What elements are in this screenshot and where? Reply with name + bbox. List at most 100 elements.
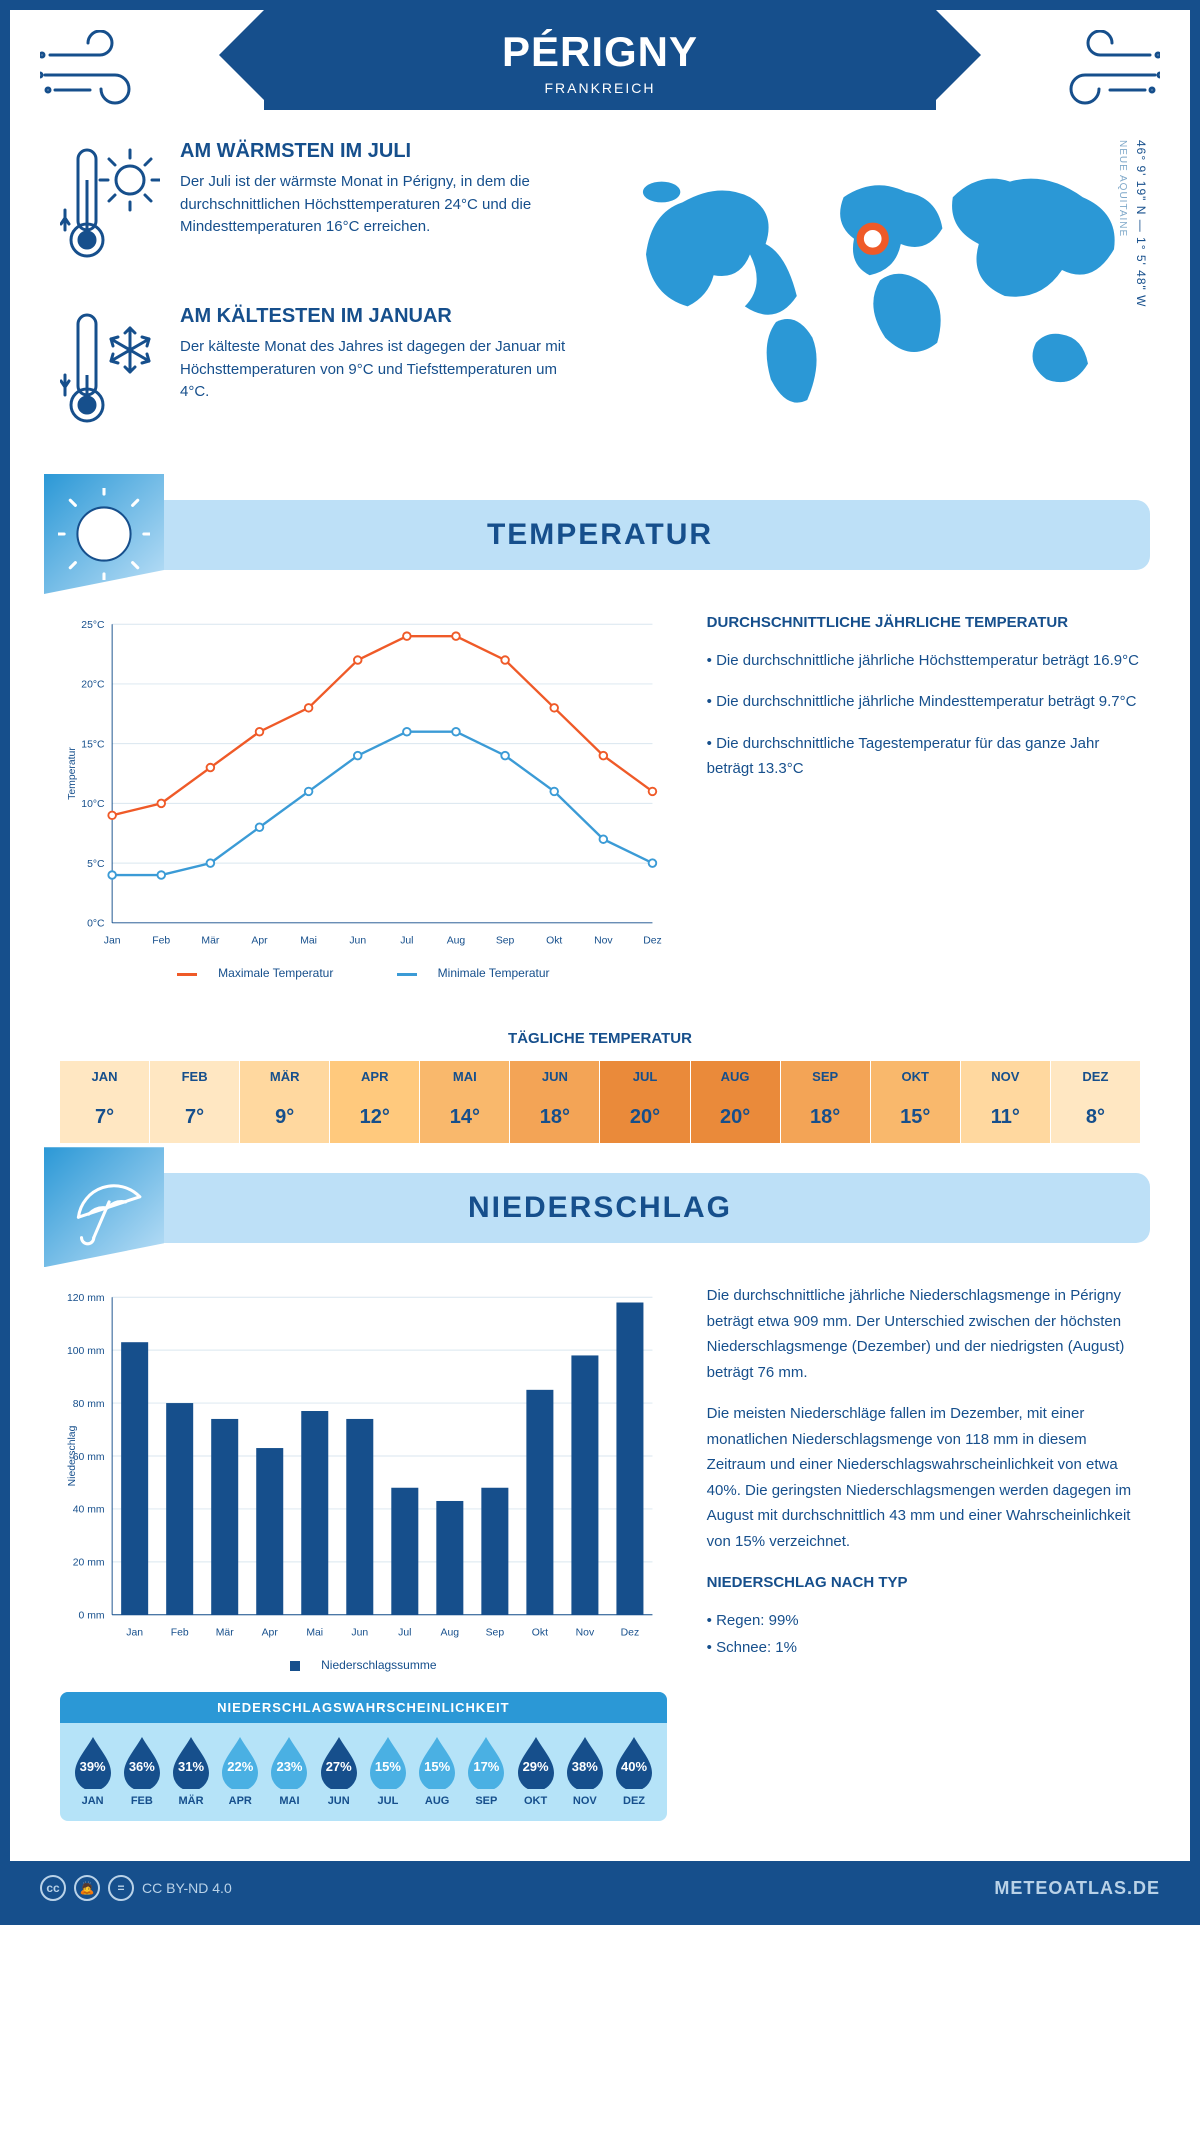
temperature-text-title: DURCHSCHNITTLICHE JÄHRLICHE TEMPERATUR (707, 610, 1140, 636)
svg-text:Mai: Mai (306, 1628, 323, 1639)
svg-text:Jun: Jun (349, 936, 366, 947)
precip-chart-legend: Niederschlagssumme (60, 1658, 667, 1672)
svg-text:Sep: Sep (496, 936, 515, 947)
title-banner: PÉRIGNY FRANKREICH (264, 10, 936, 110)
svg-text:Aug: Aug (447, 936, 466, 947)
svg-text:Mär: Mär (201, 936, 219, 947)
precip-prob-title: NIEDERSCHLAGSWAHRSCHEINLICHKEIT (60, 1692, 667, 1723)
svg-text:Apr: Apr (251, 936, 268, 947)
daily-temp-cell: JUL20° (600, 1061, 690, 1143)
daily-temp-cell: MAI14° (420, 1061, 510, 1143)
precip-type-title: NIEDERSCHLAG NACH TYP (707, 1570, 1140, 1596)
daily-temp-cell: JUN18° (510, 1061, 600, 1143)
daily-temp-cell: JAN7° (60, 1061, 150, 1143)
daily-temp-cell: FEB7° (150, 1061, 240, 1143)
svg-text:Nov: Nov (576, 1628, 595, 1639)
svg-text:80 mm: 80 mm (73, 1399, 105, 1410)
footer: cc🙇= CC BY-ND 4.0 METEOATLAS.DE (10, 1861, 1190, 1915)
daily-temp-cell: MÄR9° (240, 1061, 330, 1143)
svg-text:Jul: Jul (398, 1628, 411, 1639)
coldest-block: AM KÄLTESTEN IM JANUAR Der kälteste Mona… (60, 305, 580, 440)
svg-text:25°C: 25°C (81, 620, 105, 631)
precip-title: NIEDERSCHLAG (50, 1191, 1150, 1225)
svg-text:Feb: Feb (171, 1628, 189, 1639)
precip-prob-cell: 39% JAN (68, 1735, 117, 1807)
thermometer-cold-icon (60, 305, 160, 440)
temp-bullet-2: • Die durchschnittliche jährliche Mindes… (707, 689, 1140, 715)
precip-prob-cell: 36% FEB (117, 1735, 166, 1807)
temperature-chart-legend: Maximale Temperatur Minimale Temperatur (60, 966, 667, 980)
svg-text:Apr: Apr (262, 1628, 279, 1639)
precip-probability-panel: NIEDERSCHLAGSWAHRSCHEINLICHKEIT 39% JAN … (60, 1692, 667, 1821)
svg-text:Okt: Okt (532, 1628, 548, 1639)
daily-temp-cell: APR12° (330, 1061, 420, 1143)
svg-text:Mär: Mär (216, 1628, 234, 1639)
country-subtitle: FRANKREICH (264, 80, 936, 96)
svg-text:40 mm: 40 mm (73, 1505, 105, 1516)
coldest-text: Der kälteste Monat des Jahres ist dagege… (180, 336, 580, 404)
sun-icon (44, 474, 164, 594)
svg-text:5°C: 5°C (87, 859, 105, 870)
svg-text:10°C: 10°C (81, 799, 105, 810)
wind-icon-right (1040, 10, 1160, 100)
precip-prob-cell: 31% MÄR (166, 1735, 215, 1807)
svg-text:Dez: Dez (621, 1628, 640, 1639)
precip-para-2: Die meisten Niederschläge fallen im Deze… (707, 1401, 1140, 1554)
precip-prob-cell: 38% NOV (560, 1735, 609, 1807)
svg-text:20 mm: 20 mm (73, 1558, 105, 1569)
svg-text:Nov: Nov (594, 936, 613, 947)
warmest-title: AM WÄRMSTEN IM JULI (180, 140, 580, 163)
precip-prob-cell: 22% APR (216, 1735, 265, 1807)
daily-temperature-table: JAN7° FEB7° MÄR9° APR12° MAI14° JUN18° J… (60, 1061, 1140, 1143)
svg-text:Jul: Jul (400, 936, 413, 947)
temperature-title: TEMPERATUR (50, 518, 1150, 552)
svg-text:0°C: 0°C (87, 919, 105, 930)
svg-text:Okt: Okt (546, 936, 562, 947)
svg-text:Sep: Sep (486, 1628, 505, 1639)
coordinates: 46° 9' 19" N — 1° 5' 48" W NEUE AQUITAIN… (1112, 140, 1150, 307)
precipitation-bar-chart: 0 mm20 mm40 mm60 mm80 mm100 mm120 mmJanF… (60, 1283, 667, 1643)
svg-text:Aug: Aug (441, 1628, 460, 1639)
umbrella-icon (44, 1147, 164, 1267)
precip-para-1: Die durchschnittliche jährliche Niedersc… (707, 1283, 1140, 1385)
daily-temp-title: TÄGLICHE TEMPERATUR (10, 1030, 1190, 1047)
precip-prob-cell: 15% AUG (413, 1735, 462, 1807)
svg-text:20°C: 20°C (81, 680, 105, 691)
precip-prob-cell: 40% DEZ (609, 1735, 658, 1807)
world-map: 46° 9' 19" N — 1° 5' 48" W NEUE AQUITAIN… (620, 140, 1140, 470)
svg-text:Dez: Dez (643, 936, 662, 947)
daily-temp-cell: AUG20° (691, 1061, 781, 1143)
temp-bullet-3: • Die durchschnittliche Tagestemperatur … (707, 731, 1140, 782)
thermometer-hot-icon (60, 140, 160, 275)
warmest-text: Der Juli ist der wärmste Monat in Pérign… (180, 171, 580, 239)
temp-bullet-1: • Die durchschnittliche jährliche Höchst… (707, 648, 1140, 674)
daily-temp-cell: DEZ8° (1051, 1061, 1140, 1143)
daily-temp-cell: SEP18° (781, 1061, 871, 1143)
svg-text:120 mm: 120 mm (67, 1293, 105, 1304)
svg-text:Jan: Jan (126, 1628, 143, 1639)
daily-temp-cell: OKT15° (871, 1061, 961, 1143)
precip-section-header: NIEDERSCHLAG (50, 1173, 1150, 1243)
precip-prob-cell: 17% SEP (462, 1735, 511, 1807)
precip-prob-cell: 23% MAI (265, 1735, 314, 1807)
precip-snow: • Schnee: 1% (707, 1635, 1140, 1661)
svg-text:Jan: Jan (104, 936, 121, 947)
svg-text:Temperatur: Temperatur (67, 747, 78, 800)
precip-prob-cell: 27% JUN (314, 1735, 363, 1807)
coldest-title: AM KÄLTESTEN IM JANUAR (180, 305, 580, 328)
svg-text:15°C: 15°C (81, 739, 105, 750)
temperature-line-chart: 0°C 5°C 10°C 15°C 20°C 25°C Jan Feb Mär Apr Mai Jun… (60, 610, 667, 951)
city-title: PÉRIGNY (264, 28, 936, 76)
temperature-section-header: TEMPERATUR (50, 500, 1150, 570)
svg-text:Feb: Feb (152, 936, 170, 947)
svg-text:0 mm: 0 mm (79, 1611, 105, 1622)
svg-text:Jun: Jun (351, 1628, 368, 1639)
svg-text:Mai: Mai (300, 936, 317, 947)
precip-prob-cell: 29% OKT (511, 1735, 560, 1807)
precip-prob-cell: 15% JUL (363, 1735, 412, 1807)
svg-text:100 mm: 100 mm (67, 1346, 105, 1357)
warmest-block: AM WÄRMSTEN IM JULI Der Juli ist der wär… (60, 140, 580, 275)
precip-rain: • Regen: 99% (707, 1608, 1140, 1634)
daily-temp-cell: NOV11° (961, 1061, 1051, 1143)
svg-text:Niederschlag: Niederschlag (67, 1426, 78, 1487)
